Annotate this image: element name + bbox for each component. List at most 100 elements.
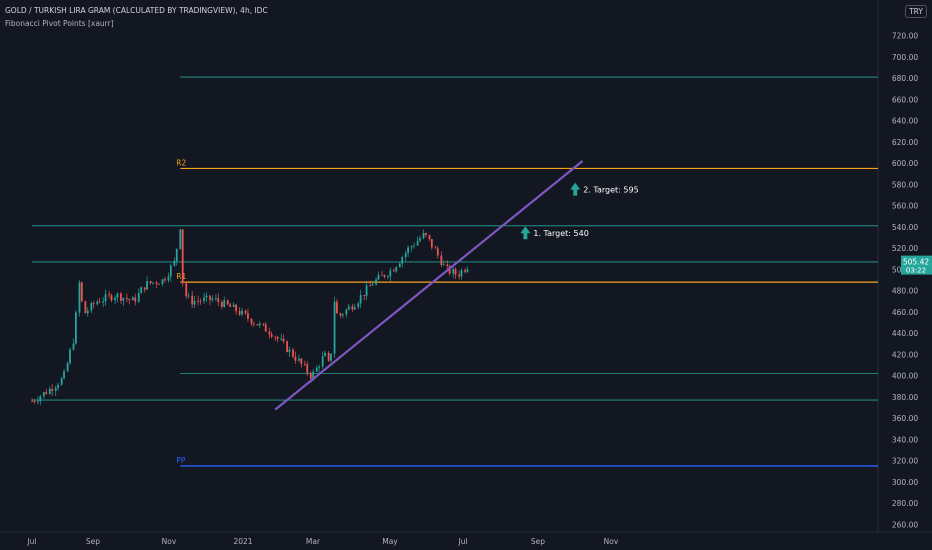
candle-body xyxy=(306,364,309,374)
candle-body xyxy=(48,389,51,394)
candle-body xyxy=(163,279,166,281)
candle-body xyxy=(256,324,259,326)
candle-body xyxy=(375,279,377,285)
price-tick-label: 560.00 xyxy=(892,202,918,211)
candle-body xyxy=(155,282,158,284)
candle-body xyxy=(416,241,419,246)
candle-body xyxy=(158,283,160,285)
time-tick-label: Jul xyxy=(26,537,36,546)
candle-body xyxy=(140,287,143,294)
candle-body xyxy=(303,363,306,365)
candle-body xyxy=(238,311,241,315)
target-arrow-icon xyxy=(520,226,531,240)
candle-body xyxy=(42,392,45,397)
candle-body xyxy=(422,232,425,239)
candle-body xyxy=(398,263,401,268)
candle-body xyxy=(351,306,354,310)
candle-body xyxy=(197,300,200,302)
candle-body xyxy=(223,300,226,307)
countdown-label: 03:22 xyxy=(906,267,926,275)
candle-body xyxy=(74,312,77,344)
candle-body xyxy=(312,371,315,379)
time-tick-label: Nov xyxy=(604,537,619,546)
last-price-badge xyxy=(901,255,932,275)
candle-body xyxy=(371,284,374,286)
time-tick-label: 2021 xyxy=(233,537,252,546)
last-price-label: 505.42 xyxy=(903,258,929,267)
candle-body xyxy=(387,276,389,278)
candle-body xyxy=(292,349,294,357)
candle-body xyxy=(187,295,190,297)
candle-body xyxy=(327,352,330,361)
candle-body xyxy=(203,297,205,302)
chart-title: GOLD / TURKISH LIRA GRAM (CALCULATED BY … xyxy=(5,6,268,15)
candle-body xyxy=(217,298,220,303)
price-tick-label: 540.00 xyxy=(892,223,918,232)
candle-body xyxy=(324,352,326,357)
indicator-label[interactable]: Fibonacci Pivot Points [xaurr] xyxy=(5,19,114,28)
candle-body xyxy=(383,275,386,277)
candle-body xyxy=(143,287,146,290)
candle-body xyxy=(146,281,148,290)
price-tick-label: 640.00 xyxy=(892,117,918,126)
candle-body xyxy=(428,234,431,240)
candle-body xyxy=(167,276,170,281)
candle-body xyxy=(401,257,404,264)
candle-body xyxy=(395,267,398,272)
candle-body xyxy=(175,248,178,261)
pivot-level-label: R2 xyxy=(176,158,186,167)
price-tick-label: 660.00 xyxy=(892,95,918,104)
candle-body xyxy=(282,338,285,342)
candle-body xyxy=(116,293,119,298)
candle-body xyxy=(286,341,288,352)
price-tick-label: 340.00 xyxy=(892,435,918,444)
candle-body xyxy=(300,358,303,364)
candle-body xyxy=(392,270,395,272)
target-label: 2. Target: 595 xyxy=(583,186,638,195)
candle-body xyxy=(413,245,415,247)
candle-body xyxy=(341,314,344,316)
candle-body xyxy=(381,274,383,276)
candle-body xyxy=(247,313,249,319)
price-tick-label: 440.00 xyxy=(892,329,918,338)
candle-body xyxy=(185,283,188,297)
candle-body xyxy=(252,323,255,325)
candle-body xyxy=(126,298,128,300)
candle-body xyxy=(134,297,137,302)
candle-body xyxy=(321,356,324,367)
candle-body xyxy=(365,285,368,296)
price-tick-label: 320.00 xyxy=(892,457,918,466)
candle-body xyxy=(440,255,443,265)
time-tick-label: Nov xyxy=(162,537,177,546)
price-tick-label: 360.00 xyxy=(892,414,918,423)
price-tick-label: 580.00 xyxy=(892,180,918,189)
candles-group xyxy=(31,228,469,406)
candle-body xyxy=(169,265,172,277)
time-tick-label: May xyxy=(382,537,398,546)
candle-body xyxy=(31,401,33,402)
candle-body xyxy=(102,301,105,303)
candle-body xyxy=(458,274,461,277)
candle-body xyxy=(51,389,54,391)
candle-body xyxy=(345,309,348,315)
candle-body xyxy=(258,323,261,326)
candle-body xyxy=(280,338,283,340)
candle-body xyxy=(108,294,111,296)
candle-body xyxy=(211,298,214,300)
candle-body xyxy=(454,269,457,275)
candle-body xyxy=(84,301,87,314)
candle-body xyxy=(122,298,125,301)
time-tick-label: Jul xyxy=(457,537,467,546)
candle-body xyxy=(434,247,437,249)
candle-body xyxy=(419,238,421,242)
candle-body xyxy=(262,323,265,325)
candle-body xyxy=(460,270,463,277)
candle-body xyxy=(191,295,194,305)
candle-body xyxy=(288,349,291,352)
candle-body xyxy=(57,384,60,388)
candle-body xyxy=(66,363,69,372)
currency-badge[interactable]: TRY xyxy=(905,5,927,18)
candle-body xyxy=(72,343,75,350)
candle-body xyxy=(173,260,176,266)
